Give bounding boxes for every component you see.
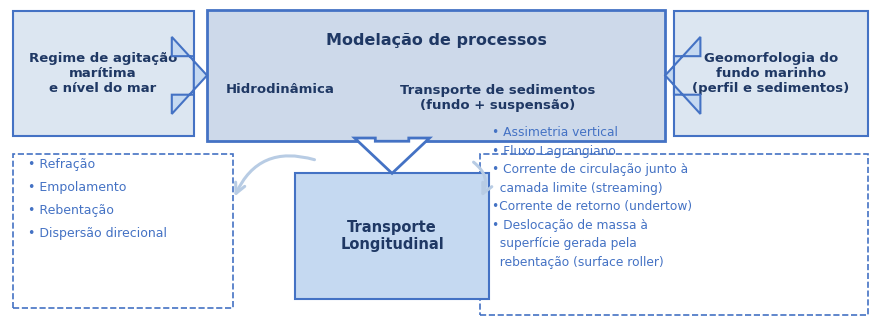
Text: Transporte
Longitudinal: Transporte Longitudinal <box>340 220 444 252</box>
FancyBboxPatch shape <box>295 173 489 299</box>
Text: Modelação de processos: Modelação de processos <box>326 33 546 48</box>
FancyBboxPatch shape <box>207 10 665 141</box>
Text: Hidrodinâmica: Hidrodinâmica <box>226 83 335 96</box>
FancyBboxPatch shape <box>480 154 868 315</box>
Text: Regime de agitação
marítima
e nível do mar: Regime de agitação marítima e nível do m… <box>29 52 177 95</box>
FancyArrowPatch shape <box>235 156 315 193</box>
FancyBboxPatch shape <box>13 11 194 136</box>
Text: • Refração
• Empolamento
• Rebentação
• Dispersão direcional: • Refração • Empolamento • Rebentação • … <box>28 158 167 240</box>
Text: • Assimetria vertical
• Fluxo Lagrangiano
• Corrente de circulação junto à
  cam: • Assimetria vertical • Fluxo Lagrangian… <box>492 126 692 269</box>
FancyBboxPatch shape <box>674 11 868 136</box>
FancyArrowPatch shape <box>474 162 492 194</box>
Polygon shape <box>354 138 430 173</box>
Polygon shape <box>665 37 700 114</box>
Text: Transporte de sedimentos
(fundo + suspensão): Transporte de sedimentos (fundo + suspen… <box>400 84 596 112</box>
Polygon shape <box>172 37 207 114</box>
FancyBboxPatch shape <box>13 154 233 308</box>
Text: Geomorfologia do
fundo marinho
(perfil e sedimentos): Geomorfologia do fundo marinho (perfil e… <box>692 52 849 95</box>
